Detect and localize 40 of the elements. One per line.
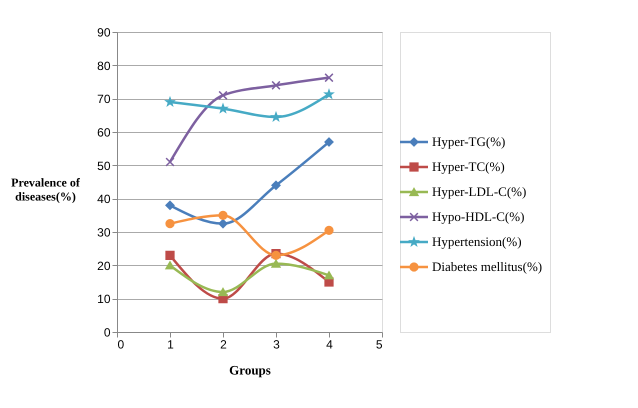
point — [218, 288, 228, 296]
x-tick-label: 3 — [273, 338, 280, 352]
point — [324, 226, 334, 235]
point — [218, 210, 228, 220]
point — [165, 250, 175, 260]
point — [271, 260, 281, 268]
point — [165, 200, 175, 210]
x-tick-label: 5 — [376, 338, 383, 352]
point — [218, 90, 228, 100]
y-tick-label: 90 — [97, 26, 111, 40]
point — [165, 219, 175, 228]
y-tick-label: 70 — [97, 92, 111, 106]
point — [165, 261, 175, 270]
legend-label: Hyper-LDL-C(%) — [432, 184, 526, 199]
legend-label: Hyper-TC(%) — [432, 159, 505, 174]
y-tick-label: 80 — [97, 58, 111, 73]
y-tick-label: 20 — [97, 258, 111, 273]
y-tick-label: 30 — [97, 226, 111, 240]
y-axis-title: Prevalence of diseases(%) — [11, 176, 81, 204]
y-tick-label: 0 — [104, 326, 111, 340]
x-axis-title: Groups — [229, 362, 271, 378]
x-tick-label: 4 — [326, 338, 334, 352]
point — [324, 73, 334, 82]
y-tick-label: 40 — [97, 192, 111, 206]
legend-label: Diabetes mellitus(%) — [432, 259, 542, 274]
y-tick-label: 50 — [97, 158, 111, 173]
legend-label: Hypertension(%) — [432, 234, 522, 249]
x-tick-label: 2 — [220, 338, 228, 352]
x-tick-label: 0 — [118, 338, 124, 352]
point — [324, 271, 334, 280]
legend-label: Hypo-HDL-C(%) — [432, 209, 524, 224]
point — [218, 219, 228, 228]
y-tick-label: 10 — [97, 292, 111, 306]
y-tick-label: 60 — [97, 126, 111, 140]
point — [271, 80, 281, 90]
point — [165, 157, 175, 167]
point — [271, 180, 281, 190]
point — [324, 137, 334, 147]
legend-label: Hyper-TG(%) — [432, 134, 506, 149]
x-tick-label: 1 — [167, 338, 174, 352]
